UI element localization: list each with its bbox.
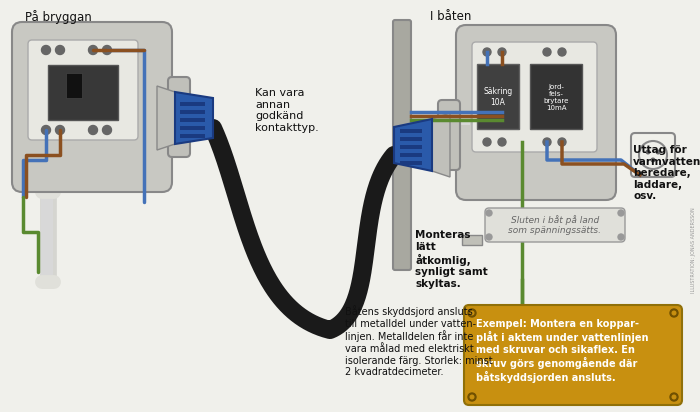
Circle shape <box>470 395 474 399</box>
Circle shape <box>618 210 624 216</box>
Circle shape <box>672 395 676 399</box>
FancyBboxPatch shape <box>168 77 190 157</box>
Circle shape <box>543 138 551 146</box>
FancyBboxPatch shape <box>12 22 172 192</box>
Circle shape <box>498 48 506 56</box>
FancyBboxPatch shape <box>485 208 625 242</box>
Bar <box>462 235 482 245</box>
FancyBboxPatch shape <box>472 42 597 152</box>
Bar <box>400 129 422 133</box>
FancyBboxPatch shape <box>393 20 411 270</box>
Circle shape <box>55 126 64 134</box>
FancyBboxPatch shape <box>464 305 682 405</box>
Text: Kan vara
annan
godkänd
kontakttyp.: Kan vara annan godkänd kontakttyp. <box>255 88 318 133</box>
Circle shape <box>655 150 661 154</box>
Circle shape <box>41 45 50 54</box>
Circle shape <box>468 309 476 317</box>
Circle shape <box>672 311 676 315</box>
Text: Sluten i båt på land
som spänningssätts.: Sluten i båt på land som spänningssätts. <box>508 215 601 235</box>
Bar <box>66 73 82 98</box>
Bar <box>477 64 519 129</box>
Bar <box>48 65 118 120</box>
Polygon shape <box>394 119 432 171</box>
Circle shape <box>558 138 566 146</box>
Bar <box>400 161 422 165</box>
Circle shape <box>470 311 474 315</box>
Polygon shape <box>175 92 213 144</box>
Text: På bryggan: På bryggan <box>25 10 92 24</box>
Circle shape <box>670 393 678 401</box>
Text: Säkring
10A: Säkring 10A <box>484 87 512 107</box>
Bar <box>180 134 205 138</box>
Circle shape <box>486 210 492 216</box>
Text: Monteras
lätt
åtkomlig,
synligt samt
skyltas.: Monteras lätt åtkomlig, synligt samt sky… <box>415 230 488 289</box>
Text: Jord-
fels-
brytare
10mA: Jord- fels- brytare 10mA <box>543 84 568 110</box>
Bar <box>180 126 205 130</box>
Circle shape <box>498 138 506 146</box>
Polygon shape <box>432 113 450 177</box>
Bar <box>530 64 582 129</box>
Bar <box>180 118 205 122</box>
Circle shape <box>88 126 97 134</box>
Circle shape <box>468 393 476 401</box>
Bar <box>400 137 422 141</box>
Circle shape <box>41 126 50 134</box>
Polygon shape <box>157 86 175 150</box>
Bar <box>180 102 205 106</box>
Circle shape <box>543 48 551 56</box>
Circle shape <box>645 150 650 154</box>
FancyBboxPatch shape <box>28 40 138 140</box>
Circle shape <box>102 126 111 134</box>
Text: ILLUSTRATION: JONAS ANDERSSON: ILLUSTRATION: JONAS ANDERSSON <box>691 207 696 293</box>
Circle shape <box>55 45 64 54</box>
FancyBboxPatch shape <box>438 100 460 170</box>
Text: Exempel: Montera en koppar-
plåt i aktem under vattenlinjen
med skruvar och sika: Exempel: Montera en koppar- plåt i aktem… <box>476 319 648 383</box>
Text: Båtens skyddsjord ansluts
till metalldel under vatten-
linjen. Metalldelen får i: Båtens skyddsjord ansluts till metalldel… <box>345 305 493 377</box>
FancyBboxPatch shape <box>456 25 616 200</box>
Circle shape <box>670 309 678 317</box>
Circle shape <box>102 45 111 54</box>
FancyBboxPatch shape <box>631 133 675 177</box>
Circle shape <box>486 234 492 240</box>
Text: Uttag för
varmvatten-
beredare,
laddare,
osv.: Uttag för varmvatten- beredare, laddare,… <box>633 145 700 201</box>
Text: I båten: I båten <box>430 10 471 23</box>
Circle shape <box>650 157 655 162</box>
Circle shape <box>618 234 624 240</box>
Circle shape <box>88 45 97 54</box>
Circle shape <box>483 138 491 146</box>
Bar <box>400 145 422 149</box>
Bar <box>180 110 205 114</box>
Circle shape <box>558 48 566 56</box>
Circle shape <box>483 48 491 56</box>
Bar <box>400 153 422 157</box>
